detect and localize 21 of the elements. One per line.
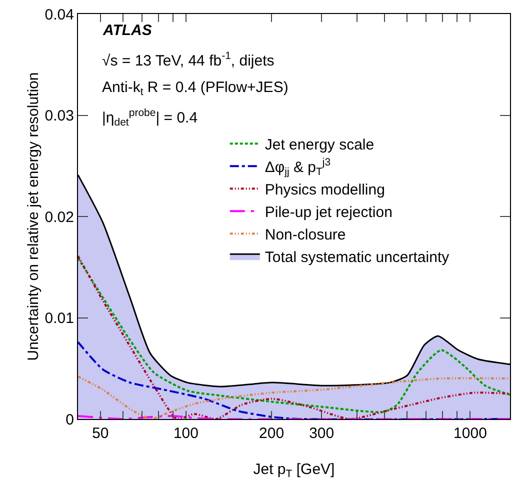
legend-label: Physics modelling xyxy=(264,182,385,198)
legend-label: Jet energy scale xyxy=(264,136,374,154)
x-tick-label: 200 xyxy=(259,425,284,442)
y-tick-label: 0 xyxy=(66,411,74,428)
x-tick-label: 50 xyxy=(92,425,109,442)
y-tick-label: 0.01 xyxy=(44,310,74,327)
annotation: ATLAS xyxy=(102,22,152,39)
y-tick-label: 0.03 xyxy=(44,108,74,124)
legend-label: Non-closure xyxy=(264,226,346,244)
y-tick-label: 0.04 xyxy=(44,6,74,24)
y-tick-label: 0.02 xyxy=(44,208,74,226)
legend-label: Pile-up jet rejection xyxy=(264,204,392,221)
x-tick-label: 1000 xyxy=(454,425,487,442)
annotation: |η$_{det}$$^{probe}$| = 0.4 xyxy=(102,107,198,128)
x-axis-title: Jet p$_{T}$ [GeV] xyxy=(253,461,335,480)
y-axis-title: Uncertainty on relative jet energy resolution xyxy=(25,72,42,361)
legend-label: Total systematic uncertainty xyxy=(264,249,450,266)
x-tick-label: 100 xyxy=(173,425,198,442)
x-tick-label: 300 xyxy=(309,425,334,442)
annotation: √s = 13 TeV, 44 fb$^{-1}$, dijets xyxy=(102,50,274,70)
annotation: Anti-k$_{t}$ R = 0.4 (PFlow+JES) xyxy=(102,79,288,98)
